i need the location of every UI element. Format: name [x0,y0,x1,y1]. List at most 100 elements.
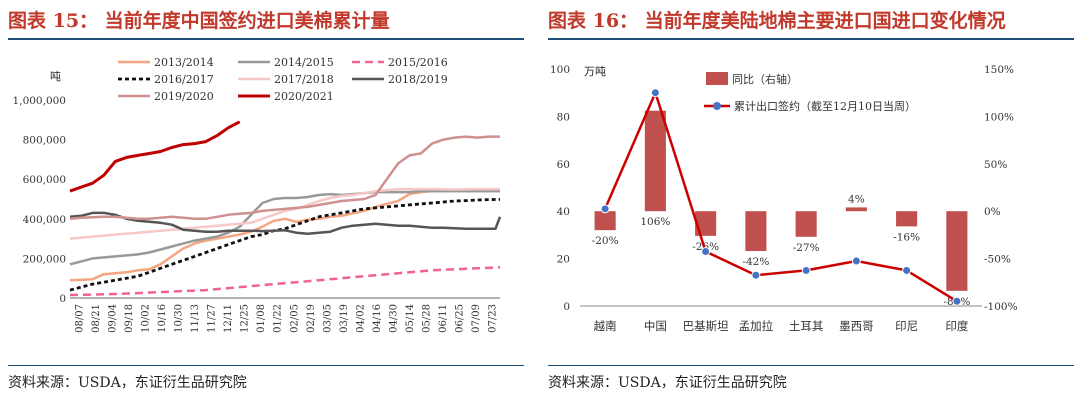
title-divider-left [8,38,524,40]
title-divider-right [548,38,1074,40]
legend-label: 2019/2020 [154,90,214,103]
x-tick-label: 11/27 [207,304,218,333]
x-tick-label: 05/28 [422,304,433,333]
bar-data-label: -20% [592,235,619,247]
cumulative-line [603,91,958,303]
bar-data-label: -16% [893,231,920,243]
line-chart-left: 吨 0 200,000 400,000 600,000 800,000 1,000,000 0… [13,56,502,333]
legend-bar-swatch [706,72,728,85]
category-label: 越南 [594,319,617,333]
x-tick-label: 02/05 [289,304,300,333]
left-tick-label: 20 [557,254,570,266]
yoy-bar-1 [644,110,666,212]
bar-data-label: 4% [848,193,865,205]
cumulative-point-1 [650,88,660,98]
right-tick-label: -100% [984,301,1018,313]
yoy-bar-5 [845,207,867,212]
x-tick-label: 08/21 [91,304,102,333]
series-line-2019-2020 [69,135,500,221]
cumulative-point-6 [902,265,912,275]
series-line-2017-2018 [69,187,500,240]
category-label: 墨西哥 [839,319,874,333]
series-line-2014-2015 [69,189,500,266]
category-label: 印尼 [895,319,918,333]
source-divider-right [548,365,1074,366]
x-tick-label: 04/16 [372,304,383,333]
cumulative-point-3 [751,270,761,280]
x-tick-label: 01/22 [273,304,284,333]
source-divider-left [8,365,524,366]
y-tick-label: 400,000 [23,214,66,226]
x-tick-label: 07/23 [488,304,499,333]
cumulative-point-7 [952,296,962,306]
cumulative-point-2 [701,246,711,256]
y-tick-label: 0 [59,293,66,305]
yoy-bar-6 [896,211,918,227]
chart-title-right: 图表 16： 当前年度美陆地棉主要进口国进口变化情况 [548,10,1006,32]
left-tick-label: 40 [557,206,570,218]
bar-data-label: 106% [640,216,670,228]
yoy-bar-7 [946,211,968,291]
yoy-bar-0 [594,211,616,231]
series-line-2013-2014 [69,189,500,282]
y-tick-label: 800,000 [23,135,66,147]
x-tick-label: 06/25 [455,304,466,333]
category-label: 印度 [945,319,968,333]
left-tick-label: 80 [557,111,570,123]
legend-label: 2016/2017 [154,73,214,86]
x-tick-label: 12/11 [223,304,234,333]
cumulative-point-4 [801,265,811,275]
right-tick-label: 100% [984,111,1014,123]
legend-bar-label: 同比（右轴） [732,72,798,86]
x-tick-label: 04/30 [389,304,400,333]
legend-label: 2017/2018 [274,73,334,86]
cumulative-point-0 [600,204,610,214]
x-tick-label: 07/09 [471,304,482,333]
series-line-2016-2017 [69,198,501,292]
x-tick-label: 05/14 [405,304,416,333]
category-label: 中国 [644,319,667,333]
x-tick-label: 11/13 [190,304,201,333]
y-tick-label: 1,000,000 [13,95,66,107]
legend-line-label: 累计出口签约（截至12月10日当周） [734,99,916,113]
yoy-bar-3 [745,211,767,252]
legend-label: 2020/2021 [274,90,334,103]
legend-label: 2014/2015 [274,56,334,69]
yoy-bar-4 [795,211,817,237]
left-tick-label: 60 [557,159,570,171]
left-tick-label: 0 [563,301,570,313]
y-tick-label: 600,000 [23,174,66,186]
x-tick-label: 10/30 [174,304,185,333]
bar-data-label: -42% [742,256,769,268]
left-panel: 图表 15： 当前年度中国签约进口美棉累计量 吨 0 200,000 400,000 6… [0,0,530,413]
legend-label: 2013/2014 [154,56,214,69]
x-tick-label: 10/02 [140,304,151,333]
legend-line-marker [713,102,721,110]
x-tick-label: 09/04 [107,304,118,333]
right-tick-label: 50% [984,159,1007,171]
x-tick-label: 01/08 [256,304,267,333]
y-axis-unit-label: 吨 [50,70,61,83]
bar-data-label: -26% [692,241,719,253]
chart-title-left: 图表 15： 当前年度中国签约进口美棉累计量 [8,10,390,32]
x-tick-label: 08/07 [74,304,85,333]
left-tick-label: 100 [550,64,570,76]
source-note-left: 资料来源：USDA，东证衍生品研究院 [8,375,247,391]
right-panel: 图表 16： 当前年度美陆地棉主要进口国进口变化情况 万吨 0 20 40 60 80 10… [540,0,1080,413]
source-note-right: 资料来源：USDA，东证衍生品研究院 [548,375,787,391]
right-tick-label: 150% [984,64,1014,76]
category-label: 巴基斯坦 [683,319,729,333]
x-tick-label: 02/19 [306,304,317,333]
x-tick-label: 10/16 [157,304,168,333]
y-tick-label: 200,000 [23,253,66,265]
legend-label: 2018/2019 [388,73,448,86]
cumulative-point-5 [851,256,861,266]
x-tick-label: 06/11 [438,304,449,333]
x-tick-label: 04/02 [355,304,366,333]
legend-label: 2015/2016 [388,56,448,69]
left-axis-unit: 万吨 [584,65,606,78]
x-tick-label: 03/05 [322,304,333,333]
yoy-bar-2 [695,211,717,236]
series-line-2018-2019 [69,211,502,235]
category-label: 孟加拉 [739,319,774,333]
